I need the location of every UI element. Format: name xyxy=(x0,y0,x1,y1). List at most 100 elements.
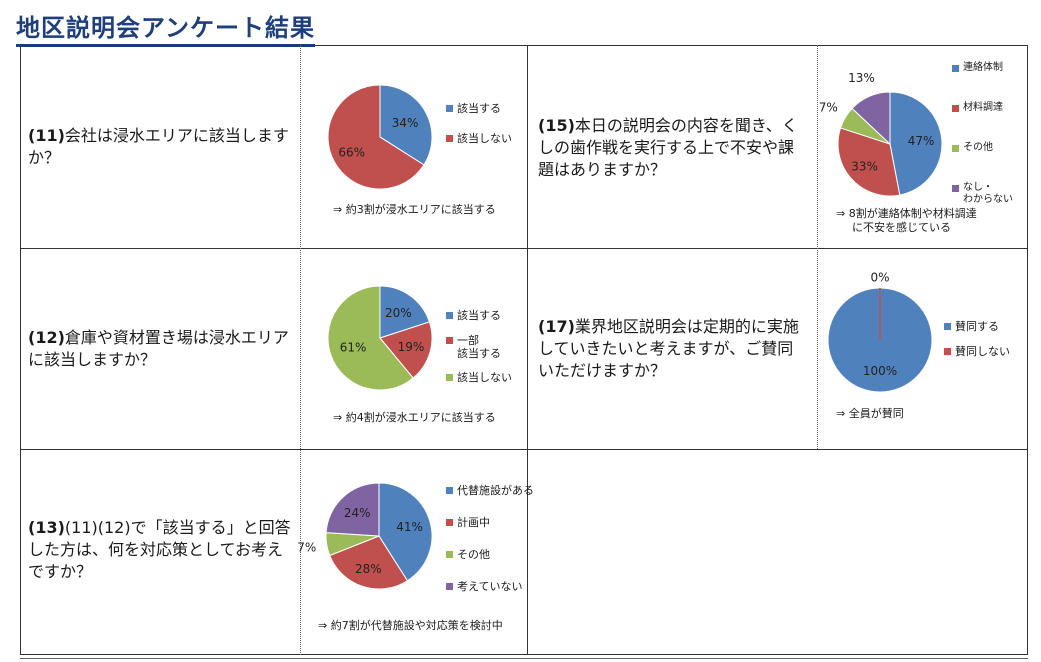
question-text: 倉庫や資材置き場は浸水エリアに該当しますか？ xyxy=(28,328,289,369)
pie-data-label: 33% xyxy=(851,159,878,173)
legend-item: その他 xyxy=(446,548,490,561)
pie-slice-q12-0 xyxy=(379,285,431,339)
legend-item: 一部 該当する xyxy=(446,334,501,360)
legend-item: 賛同しない xyxy=(944,345,1010,358)
legend-item: なし・ わからない xyxy=(952,182,1013,206)
pie-slice-q15-0 xyxy=(889,91,943,196)
pie-slice-q15-1 xyxy=(837,127,901,197)
summary-note-q13: ⇒ 約7割が代替施設や対応策を検討中 xyxy=(318,619,503,632)
pie-chart-q15: 47% 33% 7% 13% xyxy=(819,71,943,197)
legend-label: 連絡体制 xyxy=(963,62,1003,73)
legend-item: 該当しない xyxy=(446,371,512,384)
legend-swatch xyxy=(446,337,453,344)
pie-data-label: 0% xyxy=(870,271,889,285)
legend-swatch xyxy=(446,105,453,112)
question-number: (11) xyxy=(28,126,65,145)
legend-item: 代替施設がある xyxy=(446,484,534,497)
summary-note-q12: ⇒ 約4割が浸水エリアに該当する xyxy=(333,411,496,424)
question-number: (13) xyxy=(28,518,65,537)
legend-item: その他 xyxy=(952,142,993,154)
pie-data-label: 20% xyxy=(385,306,412,320)
legend-label: その他 xyxy=(963,142,993,153)
question-11: (11)会社は浸水エリアに該当しますか？ xyxy=(28,125,290,169)
legend-label: なし・ わからない xyxy=(963,182,1013,205)
pie-data-label: 28% xyxy=(355,562,382,576)
survey-table xyxy=(20,45,1028,655)
legend-swatch xyxy=(952,65,959,72)
legend-swatch xyxy=(944,348,951,355)
pie-data-label: 61% xyxy=(340,341,367,355)
pie-data-label: 24% xyxy=(344,506,371,520)
question-text: 本日の説明会の内容を聞き、くしの歯作戦を実行する上で不安や課題はありますか？ xyxy=(538,116,798,179)
question-number: (12) xyxy=(28,328,65,347)
pie-chart-q17: 100% 0% xyxy=(827,271,933,393)
legend-label: 該当しない xyxy=(457,371,512,384)
legend-swatch xyxy=(446,135,453,142)
pie-data-label: 13% xyxy=(848,71,875,85)
legend-swatch xyxy=(446,374,453,381)
pie-data-label: 100% xyxy=(863,364,897,378)
legend-item: 該当しない xyxy=(446,132,512,145)
question-number: (17) xyxy=(538,317,575,336)
column-divider-dotted xyxy=(817,45,818,449)
pie-data-label: 7% xyxy=(819,100,838,114)
row-divider xyxy=(20,449,1028,450)
legend-label: 該当する xyxy=(457,102,501,115)
pie-slice-q15-3 xyxy=(851,91,891,146)
question-number: (15) xyxy=(538,116,575,135)
pie-slice-q12-2 xyxy=(327,285,414,391)
legend-label: 該当しない xyxy=(457,132,512,145)
pie-data-label: 66% xyxy=(338,146,365,160)
question-15: (15)本日の説明会の内容を聞き、くしの歯作戦を実行する上で不安や課題はあります… xyxy=(538,115,806,181)
summary-note-q15: ⇒ 8割が連絡体制や材料調達 に不安を感じている xyxy=(836,207,977,235)
legend-swatch xyxy=(952,185,959,192)
summary-note-q11: ⇒ 約3割が浸水エリアに該当する xyxy=(333,203,496,216)
legend-label: 賛同しない xyxy=(955,345,1010,358)
row-divider xyxy=(20,248,1028,249)
legend-item: 計画中 xyxy=(446,516,490,529)
legend-swatch xyxy=(944,323,951,330)
legend-swatch xyxy=(952,105,959,112)
legend-item: 該当する xyxy=(446,309,501,322)
question-12: (12)倉庫や資材置き場は浸水エリアに該当しますか？ xyxy=(28,327,290,371)
legend-label: 考えていない xyxy=(457,580,523,593)
pie-chart-q11: 34% 66% xyxy=(327,84,433,190)
legend-item: 考えていない xyxy=(446,580,522,593)
legend-swatch xyxy=(446,583,453,590)
bottom-rule xyxy=(20,658,1028,659)
legend-swatch xyxy=(446,551,453,558)
legend-item: 賛同する xyxy=(944,320,999,333)
pie-slice-q13-3 xyxy=(325,482,380,537)
legend-swatch xyxy=(446,487,453,494)
question-text: 会社は浸水エリアに該当しますか？ xyxy=(28,126,289,167)
summary-note-line: に不安を感じている xyxy=(852,221,951,234)
pie-data-label: 47% xyxy=(908,134,935,148)
legend-label: 材料調達 xyxy=(963,102,1003,113)
pie-chart-q13: 41% 28% 7% 24% xyxy=(297,482,433,590)
question-text: 業界地区説明会は定期的に実施していきたいと考えますが、ご賛同いただけますか？ xyxy=(538,317,799,380)
legend-label: その他 xyxy=(457,548,490,561)
pie-data-label: 7% xyxy=(297,540,316,554)
question-13: (13)(11)(12)で「該当する」と回答した方は、何を対応策としてお考えです… xyxy=(28,517,296,583)
legend-item: 該当する xyxy=(446,102,501,115)
legend-label: 代替施設がある xyxy=(457,484,534,497)
pie-slice-q13-1 xyxy=(329,535,409,590)
summary-note-q17: ⇒ 全員が賛同 xyxy=(836,407,904,420)
pie-data-label: 34% xyxy=(392,116,419,130)
legend-item: 材料調達 xyxy=(952,102,1003,114)
question-text: (11)(12)で「該当する」と回答した方は、何を対応策としてお考えですか？ xyxy=(28,518,291,581)
column-divider-dotted xyxy=(300,45,301,655)
summary-note-line: ⇒ 8割が連絡体制や材料調達 xyxy=(836,207,977,220)
question-17: (17)業界地区説明会は定期的に実施していきたいと考えますが、ご賛同いただけます… xyxy=(538,316,806,382)
legend-item: 連絡体制 xyxy=(952,62,1003,74)
legend-swatch xyxy=(446,519,453,526)
page-title: 地区説明会アンケート結果 xyxy=(16,8,316,47)
pie-slice-q12-1 xyxy=(379,321,433,379)
pie-slice-q11-1 xyxy=(327,84,425,190)
legend-swatch xyxy=(446,312,453,319)
column-divider xyxy=(527,45,528,655)
pie-data-label: 41% xyxy=(396,520,423,534)
pie-chart-q12: 20% 19% 61% xyxy=(327,285,433,391)
legend-label: 賛同する xyxy=(955,320,999,333)
legend-label: 計画中 xyxy=(457,516,490,529)
